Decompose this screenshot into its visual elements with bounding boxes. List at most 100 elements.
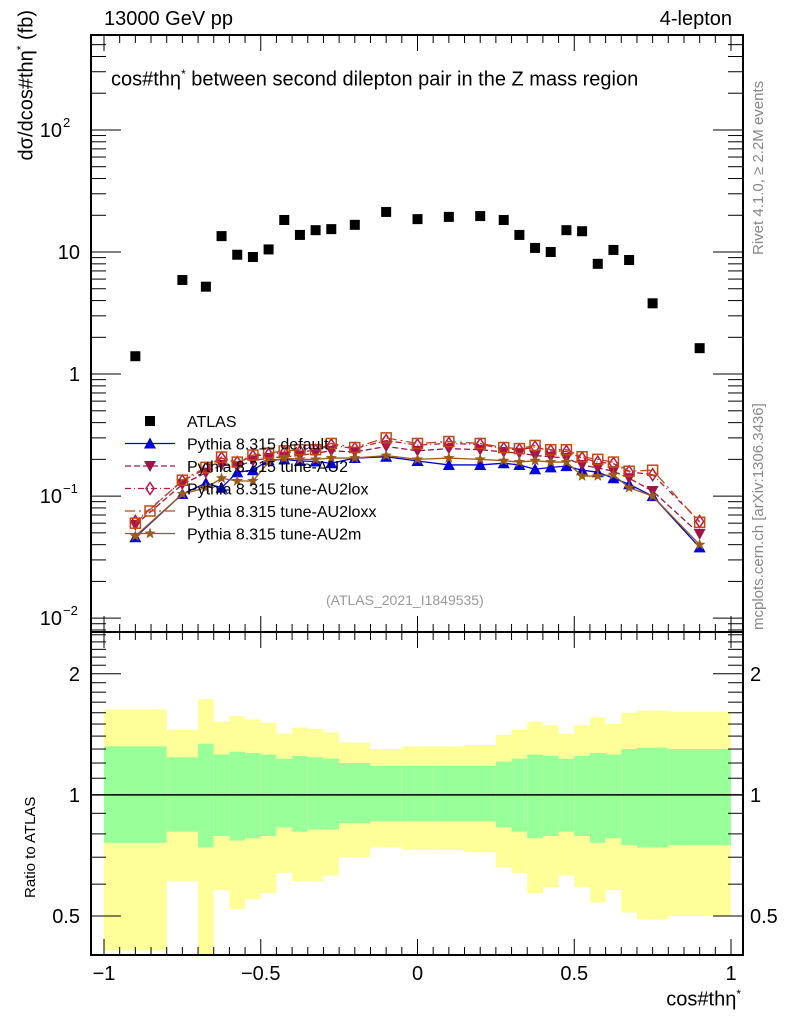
ratio-band-stat (433, 765, 465, 822)
series-point-4 (129, 530, 142, 541)
series-point-2 (326, 437, 337, 453)
legend-label: Pythia 8.315 tune-AU2lox (187, 482, 368, 499)
series-point-2 (592, 454, 603, 470)
series-point-1 (693, 528, 706, 540)
header-right: 4-lepton (659, 8, 732, 30)
series-point-1 (576, 459, 589, 471)
y-tick-label: 10 (40, 120, 62, 142)
atlas-data-point (647, 298, 658, 309)
ratio-band-stat (292, 755, 308, 832)
series-point-3 (215, 451, 228, 463)
atlas-data-point (200, 281, 211, 292)
y-tick-exponent: −2 (63, 603, 78, 618)
y-tick-label: 10 (58, 242, 80, 264)
atlas-data-point (349, 219, 360, 230)
atlas-data-point (263, 244, 274, 255)
y-axis-label: dσ/dcos#thη* (fb) (14, 10, 39, 340)
series-point-3 (129, 517, 142, 529)
legend-label: Pythia 8.315 tune-AU2 (187, 459, 348, 476)
ratio-y-tick-label-right: 2 (750, 664, 761, 686)
atlas-data-point (216, 231, 227, 242)
atlas-data-point (545, 247, 556, 258)
x-axis-label-main: cos#thη (666, 988, 737, 1011)
atlas-data-point (530, 242, 541, 253)
series-point-0 (607, 472, 620, 484)
atlas-data-point (310, 225, 321, 236)
series-point-3 (544, 443, 557, 456)
x-axis-label-sup: * (736, 987, 741, 1001)
series-point-4 (278, 452, 290, 463)
series-point-0 (442, 458, 455, 470)
ratio-band-stat (668, 749, 731, 846)
ratio-y-tick-label: 1 (69, 785, 80, 807)
series-point-4 (592, 470, 604, 481)
series-point-4 (623, 481, 635, 493)
atlas-data-point (279, 214, 290, 225)
atlas-data-point (130, 351, 141, 362)
atlas-data-point (443, 211, 454, 222)
ratio-y-tick-label: 2 (69, 664, 80, 686)
series-point-4 (693, 538, 706, 550)
rivet-label: Rivet 4.1.0, ≥ 2.2M events (750, 80, 767, 255)
series-point-3 (646, 464, 659, 476)
atlas-data-point (592, 258, 603, 269)
ratio-band-stat (574, 755, 590, 837)
y-tick-exponent: −1 (63, 481, 78, 496)
atlas-data-point (412, 214, 423, 225)
y-axis-label-post: (fb) (15, 10, 38, 46)
ratio-band-stat (605, 754, 622, 839)
x-tick-label: 0.5 (560, 963, 588, 985)
series-point-4 (443, 452, 455, 463)
series-point-4 (349, 452, 361, 463)
series-point-4 (231, 474, 243, 486)
atlas-data-point (247, 252, 258, 263)
series-point-4 (513, 456, 526, 467)
series-point-3 (411, 437, 424, 450)
series-point-2 (577, 450, 587, 466)
series-point-0 (474, 458, 487, 470)
atlas-data-point (514, 229, 525, 240)
series-point-4 (607, 468, 620, 480)
ratio-y-axis-label: Ratio to ATLAS (22, 796, 39, 898)
series-point-4 (294, 453, 306, 465)
ratio-y-tick-label-right: 1 (750, 785, 761, 807)
series-point-4 (262, 456, 275, 467)
series-point-3 (592, 453, 604, 466)
legend-marker (144, 437, 156, 449)
series-point-3 (443, 435, 455, 448)
ratio-band-stat (542, 755, 559, 837)
ratio-band-stat (401, 765, 434, 822)
mcplots-label: mcplots.cern.ch [arXiv:1306.3436] (750, 403, 767, 630)
ratio-band-stat (229, 751, 246, 841)
series-point-3 (380, 432, 392, 444)
series-point-3 (247, 449, 259, 461)
ratio-band-stat (636, 747, 669, 848)
series-point-0 (215, 481, 228, 493)
plot-title: cos#thη* between second dilepton pair in… (111, 67, 638, 92)
y-tick-label: 10 (40, 486, 62, 508)
series-point-4 (529, 454, 541, 466)
series-point-2 (216, 450, 227, 466)
legend-label: Pythia 8.315 default (187, 437, 329, 454)
series-point-4 (576, 470, 588, 481)
atlas-data-point (294, 229, 305, 240)
x-axis-label: cos#thη* (666, 987, 741, 1012)
series-point-2 (475, 437, 486, 452)
series-point-3 (231, 456, 243, 468)
y-axis-label-pre: dσ/dcos#thη (15, 50, 38, 161)
atlas-data-point (232, 249, 243, 260)
ratio-y-tick-label-right: 0.5 (750, 906, 778, 928)
title-main: cos#thη (111, 68, 182, 91)
series-point-4 (380, 449, 392, 461)
series-point-0 (529, 463, 542, 475)
series-point-4 (474, 453, 486, 465)
series-point-4 (498, 454, 510, 466)
series-point-4 (176, 488, 189, 499)
legend-marker (144, 527, 156, 539)
ratio-band-stat (245, 753, 261, 839)
ratio-y-tick-label: 0.5 (52, 906, 80, 928)
ratio-band-stat (621, 749, 637, 846)
atlas-data-point (498, 214, 509, 225)
watermark: (ATLAS_2021_I1849535) (326, 592, 484, 608)
